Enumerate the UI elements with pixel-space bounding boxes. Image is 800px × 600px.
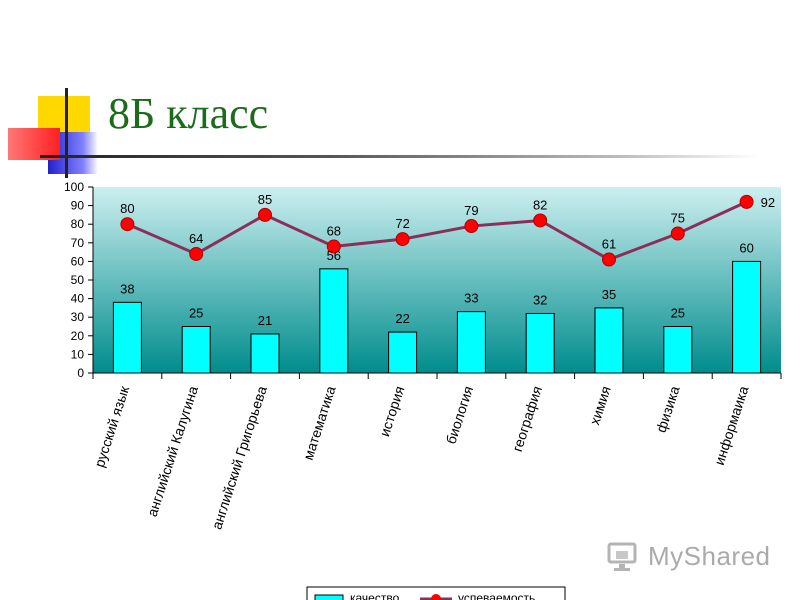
bar (732, 260, 762, 374)
y-tick-label: 70 (71, 236, 85, 250)
bar (388, 331, 418, 374)
bar-value-label: 33 (464, 291, 478, 306)
deco-red-square (8, 128, 60, 160)
line-value-label: 75 (671, 211, 685, 226)
line-point (189, 246, 204, 261)
bar (663, 326, 693, 374)
y-axis: 0 10 20 30 40 50 60 70 80 90 100 (64, 180, 94, 380)
line-value-label: 80 (120, 201, 134, 216)
deco-vertical-line (65, 88, 68, 178)
line-point (670, 226, 685, 241)
bar-value-label: 25 (189, 306, 203, 321)
title-rule (40, 155, 760, 158)
category-label: география (509, 384, 545, 454)
legend-box (306, 586, 566, 600)
bar (319, 268, 349, 374)
line-value-label: 79 (464, 203, 478, 218)
line-series (120, 194, 754, 267)
bar (181, 326, 211, 374)
line-point (326, 239, 341, 254)
y-tick-label: 20 (71, 329, 85, 343)
bar-value-label: 22 (395, 311, 409, 326)
bar-value-label: 38 (120, 281, 134, 296)
category-label: химия (586, 384, 614, 427)
category-label: английский Калугина (144, 384, 201, 519)
category-label: информаика (711, 384, 752, 467)
category-label: физика (653, 384, 683, 435)
watermark-icon (607, 542, 637, 571)
y-tick-label: 80 (71, 217, 85, 231)
y-tick-label: 0 (77, 366, 84, 380)
watermark: MyShared (606, 538, 771, 574)
line-value-label: 64 (189, 231, 203, 246)
line-point (602, 252, 616, 267)
legend-label-bar: качество (350, 591, 400, 600)
x-axis (92, 372, 782, 379)
line-point (464, 219, 479, 234)
legend: качество успеваемость (306, 586, 566, 600)
bar-value-label: 60 (739, 240, 753, 255)
data-labels: 38 25 21 56 22 33 32 35 25 60 80 64 85 68 72 79 82 61 75 92 (120, 192, 775, 328)
line-value-label: 72 (395, 216, 409, 231)
legend-swatch-marker (431, 594, 441, 600)
category-label: английский Григорьева (208, 384, 270, 532)
bar (112, 301, 142, 374)
line-point (739, 194, 754, 209)
legend-label-line: успеваемость (458, 591, 535, 600)
category-label: математика (300, 384, 339, 462)
bar-value-label: 32 (533, 292, 547, 307)
bar (250, 333, 280, 374)
line-point (258, 207, 272, 222)
bar (594, 307, 624, 374)
line-value-label: 68 (327, 224, 341, 239)
bar-value-label: 21 (258, 313, 272, 328)
category-label: история (376, 384, 407, 438)
y-tick-label: 30 (71, 310, 85, 324)
line-point (395, 232, 410, 247)
y-tick-label: 60 (71, 254, 85, 268)
bar-series (112, 260, 762, 374)
y-tick-label: 50 (71, 273, 85, 287)
line-point (120, 217, 135, 232)
slide-title: 8Б класс (108, 89, 269, 138)
bar-value-label: 35 (602, 287, 616, 302)
line-value-label: 85 (258, 192, 272, 207)
line-value-label: 82 (533, 197, 547, 212)
y-tick-label: 10 (71, 347, 85, 361)
bar (525, 312, 555, 374)
y-tick-label: 40 (71, 292, 85, 306)
legend-swatch-bar (314, 594, 344, 600)
watermark-text: MyShared (648, 540, 771, 571)
line-value-label: 61 (602, 237, 616, 252)
category-label: биология (443, 384, 477, 446)
y-tick-label: 90 (71, 199, 85, 213)
bar-value-label: 56 (327, 248, 341, 263)
line-path (126, 200, 748, 262)
line-value-label: 92 (761, 195, 775, 210)
bar-value-label: 25 (671, 306, 685, 321)
category-labels: русский язык английский Калугина английски… (91, 383, 752, 531)
line-point (533, 213, 548, 228)
bar (456, 311, 486, 374)
category-label: русский язык (91, 383, 133, 469)
y-tick-label: 100 (64, 180, 84, 194)
